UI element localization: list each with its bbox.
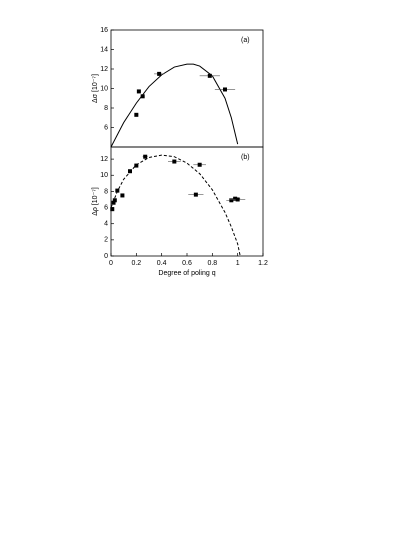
y-tick-label: 8 — [104, 105, 108, 112]
x-tick-label: 0.6 — [182, 260, 192, 267]
y-tick-label: 10 — [100, 85, 108, 92]
data-point — [140, 94, 145, 99]
plot-frame — [110, 146, 264, 257]
data-point — [172, 159, 177, 164]
data-point — [115, 188, 120, 193]
x-tick-label: 1 — [236, 260, 240, 267]
data-point — [134, 163, 139, 168]
data-point — [134, 112, 139, 117]
data-point — [136, 89, 141, 94]
x-tick-label: 0 — [109, 260, 113, 267]
data-point — [193, 192, 198, 197]
data-point — [157, 71, 162, 76]
data-point — [110, 207, 115, 212]
data-point — [235, 197, 240, 202]
data-point — [233, 196, 238, 201]
y-tick-label: 16 — [100, 27, 108, 34]
panel-label: (b) — [241, 154, 250, 161]
panel-label: (a) — [241, 37, 250, 44]
y-tick-label: 4 — [104, 221, 108, 228]
y-tick-label: 10 — [100, 172, 108, 179]
data-point — [207, 73, 212, 78]
data-point — [223, 87, 227, 92]
data-point — [120, 193, 125, 198]
fit-curve — [110, 63, 239, 148]
x-tick-label: 1.2 — [258, 260, 268, 267]
fit-curve — [110, 154, 241, 257]
x-tick-label: 0.2 — [131, 260, 141, 267]
plot-frame — [110, 29, 264, 148]
y-tick-label: 6 — [104, 124, 108, 131]
y-tick-label: 0 — [104, 253, 108, 260]
x-tick-label: 0.8 — [207, 260, 217, 267]
data-point — [111, 200, 116, 205]
data-point — [197, 162, 202, 167]
y-tick-label: 14 — [100, 46, 108, 53]
y-tick-label: 12 — [100, 66, 108, 73]
data-point — [112, 198, 117, 203]
y-tick-label: 12 — [100, 156, 108, 163]
y-axis-label: Δρ [10⁻⁷] — [92, 187, 99, 216]
y-tick-label: 6 — [104, 204, 108, 211]
x-axis-label: Degree of poling q — [158, 270, 215, 277]
x-tick-label: 0.4 — [157, 260, 167, 267]
data-point — [229, 198, 234, 203]
data-point — [128, 169, 132, 174]
y-tick-label: 2 — [104, 237, 108, 244]
data-point — [143, 154, 148, 159]
y-axis-label: Δσ [10⁻⁷] — [92, 74, 99, 103]
y-tick-label: 8 — [104, 188, 108, 195]
